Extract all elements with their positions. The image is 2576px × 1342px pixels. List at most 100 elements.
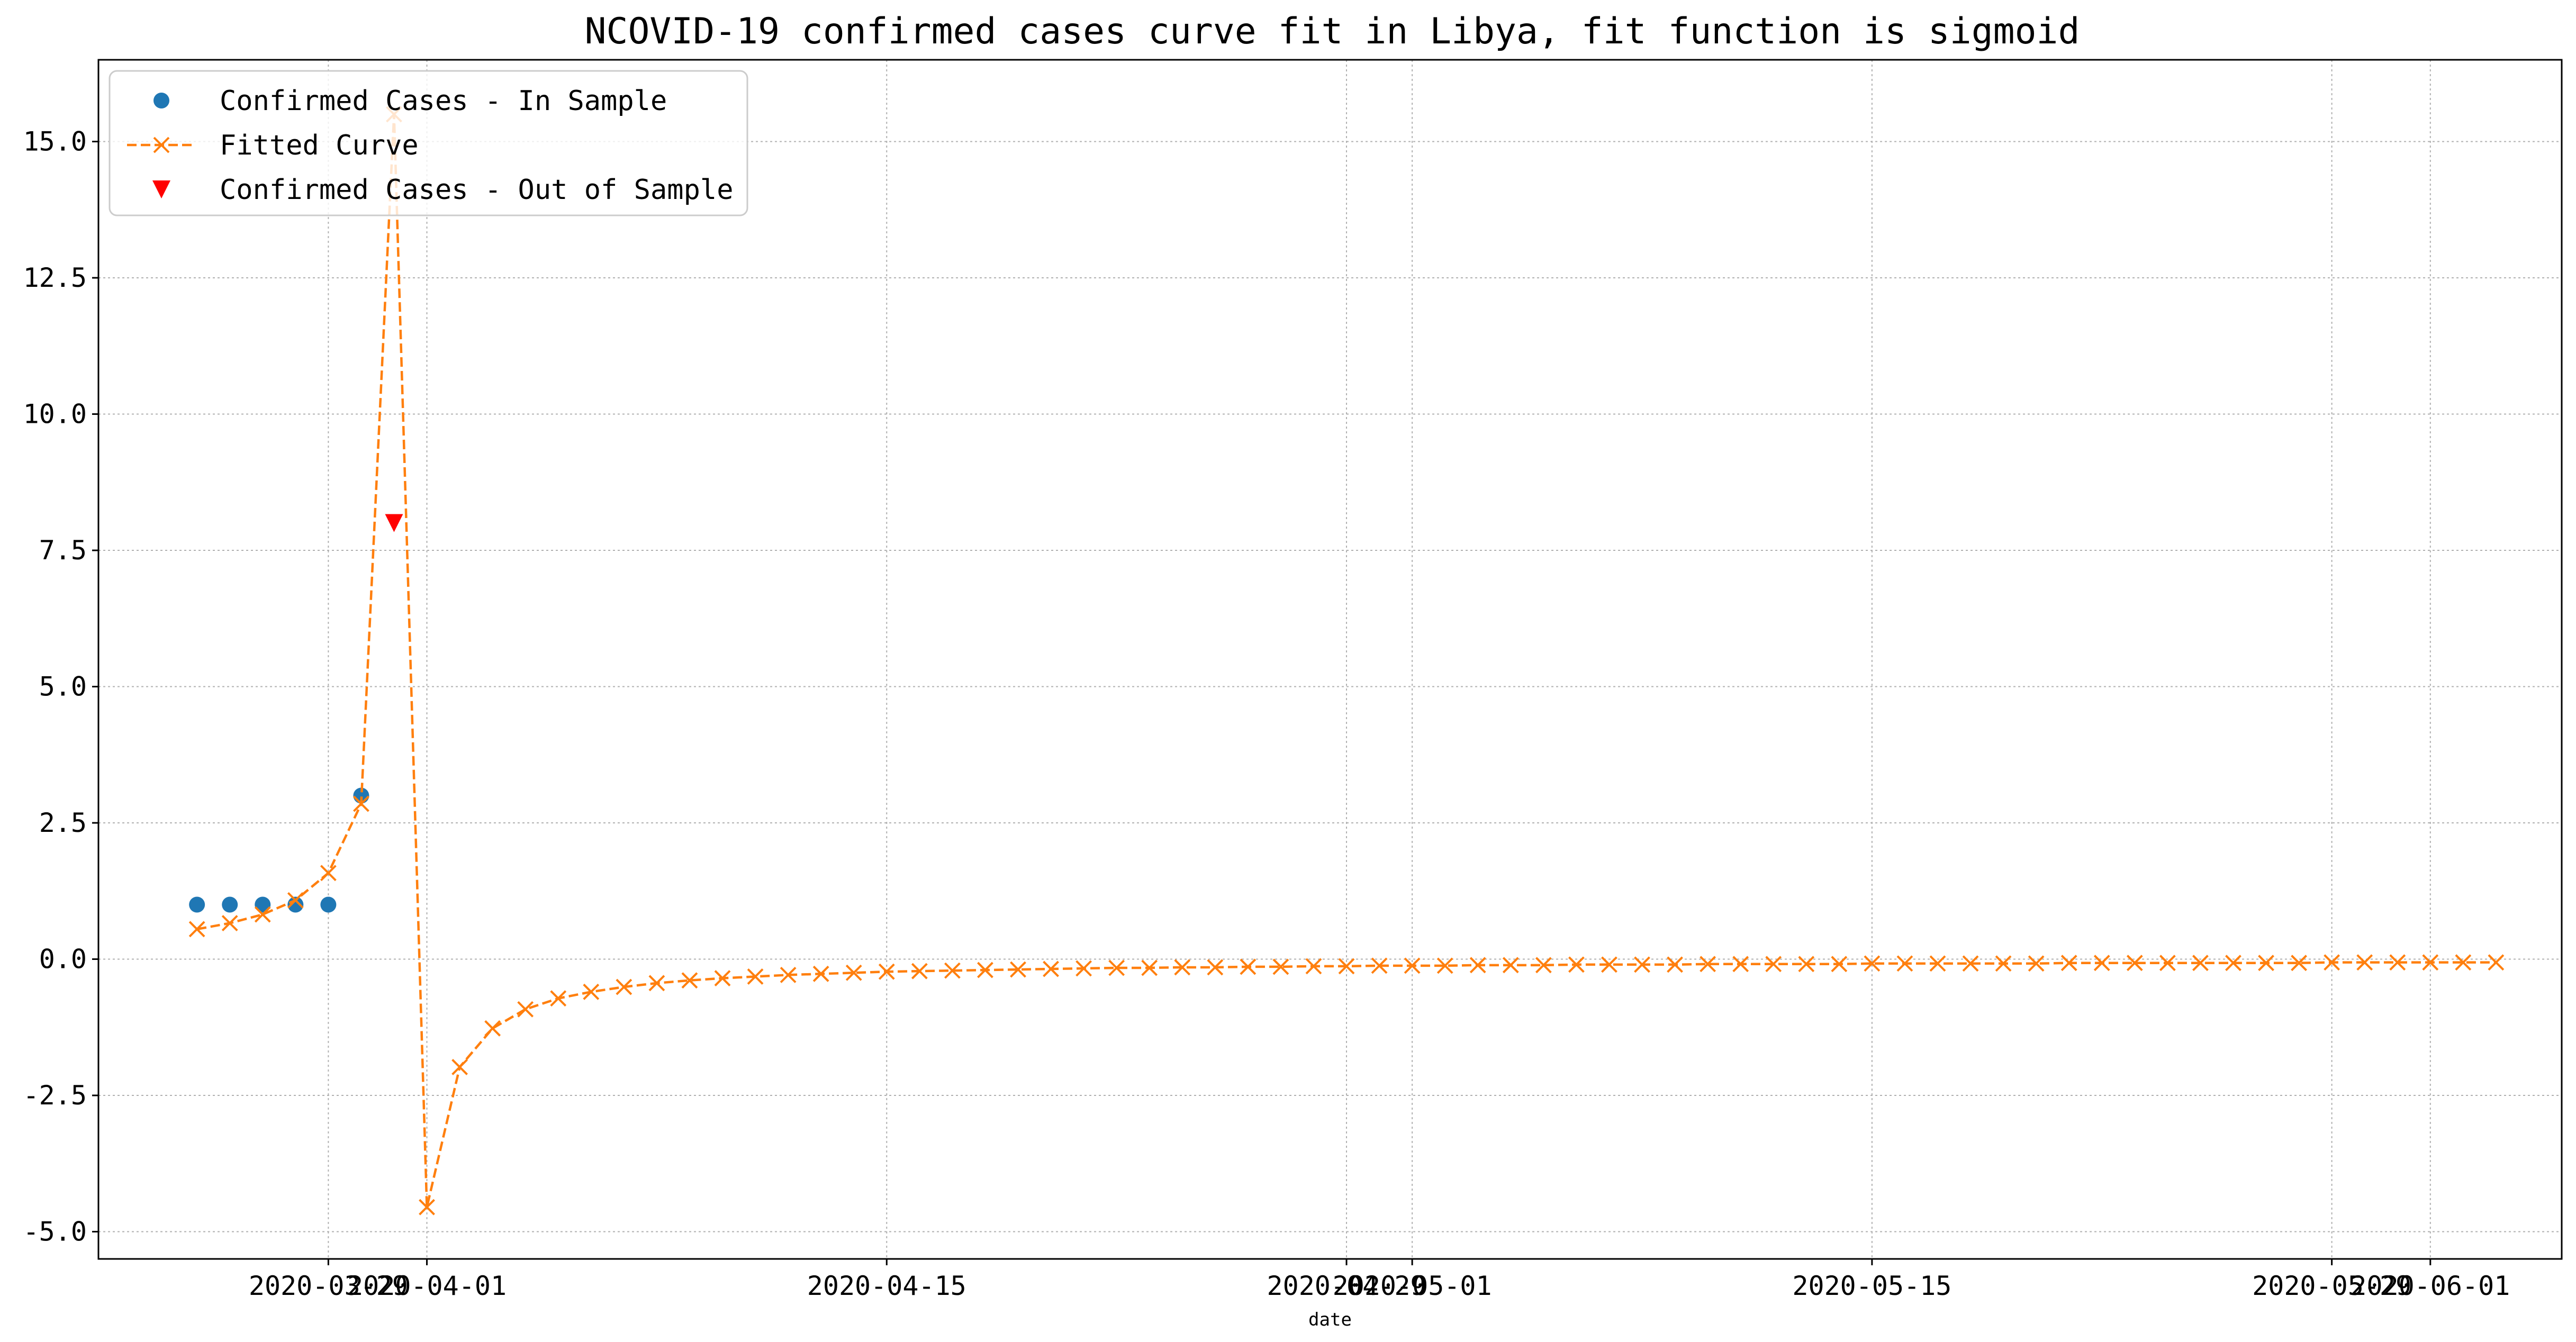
in-sample-point [320, 896, 337, 913]
x-marker-stroke [254, 906, 271, 923]
fitted-curve-point [1010, 961, 1026, 978]
x-marker-stroke [2192, 955, 2209, 972]
series-1 [188, 106, 2505, 1216]
fitted-curve-point [550, 990, 567, 1007]
fitted-curve-point [2159, 955, 2176, 972]
fitted-curve-point [1404, 957, 1421, 974]
x-marker-stroke [977, 962, 993, 978]
y-tick-label: -5.0 [23, 1217, 87, 1247]
fitted-curve-point [845, 964, 862, 981]
fitted-curve-point [1732, 956, 1749, 973]
fitted-curve-point [254, 906, 271, 923]
fitted-curve-point [780, 966, 797, 983]
x-tick-label: 2020-05-15 [1792, 1271, 1951, 1301]
x-marker-stroke [1535, 957, 1552, 974]
fitted-curve-point [2389, 954, 2406, 971]
fitted-curve-point [1798, 956, 1815, 973]
fitted-curve-point [1436, 957, 1453, 974]
fitted-curve-point [977, 962, 993, 978]
in-sample-point [255, 896, 271, 913]
x-tick-label: 2020-04-01 [347, 1271, 507, 1301]
legend-item: Confirmed Cases - Out of Sample [152, 174, 734, 206]
fitted-curve-point [2258, 955, 2274, 972]
y-tick-label: 2.5 [39, 808, 87, 838]
series-2 [385, 514, 403, 532]
x-marker-stroke [878, 963, 895, 980]
x-tick-label: 2020-06-01 [2351, 1271, 2510, 1301]
x-marker-stroke [2159, 955, 2176, 972]
fitted-curve-point [1667, 956, 1683, 973]
fitted-curve-point [1700, 956, 1716, 973]
fitted-curve-point [1568, 956, 1585, 973]
x-marker-stroke [616, 978, 632, 995]
fitted-curve-point [1896, 955, 1913, 972]
x-marker-stroke [484, 1020, 501, 1037]
fitted-curve-point [2126, 955, 2143, 972]
fitted-curve-point [287, 892, 304, 909]
fitted-curve-point [2324, 954, 2340, 971]
x-tick-label: 2020-05-01 [1333, 1271, 1492, 1301]
x-marker-stroke [1305, 958, 1322, 975]
chart-title: NCOVID-19 confirmed cases curve fit in L… [585, 11, 2080, 52]
x-marker-stroke [1075, 960, 1092, 977]
fitted-curve-point [1338, 958, 1355, 975]
x-marker-stroke [1831, 956, 1848, 973]
x-marker-stroke [1765, 956, 1782, 973]
out-of-sample-point [385, 514, 403, 532]
fitted-curve-point [1535, 957, 1552, 974]
x-marker-stroke [1469, 957, 1486, 974]
x-axis-label: date [1308, 1309, 1352, 1330]
x-marker-stroke [1700, 956, 1716, 973]
x-marker-stroke [1207, 959, 1224, 976]
fitted-curve-point [484, 1020, 501, 1037]
fitted-curve-point [2356, 954, 2373, 971]
fitted-curve-point [419, 1199, 435, 1216]
fitted-curve-point [2291, 955, 2307, 972]
x-marker-stroke [451, 1059, 468, 1075]
x-marker-stroke [780, 966, 797, 983]
x-marker-stroke [287, 892, 304, 909]
fitted-curve-point [1831, 956, 1848, 973]
x-marker-stroke [1896, 955, 1913, 972]
fitted-curve-point [2488, 954, 2505, 971]
plot-frame [97, 59, 2563, 1260]
x-marker-stroke [648, 975, 665, 992]
fitted-curve-point [353, 795, 369, 812]
x-marker-stroke [681, 972, 698, 989]
legend-item: Fitted Curve [127, 130, 419, 161]
y-tick-label: -2.5 [23, 1080, 87, 1111]
x-marker-stroke [714, 970, 731, 986]
x-marker-stroke [1240, 958, 1257, 975]
legend-label: Fitted Curve [220, 130, 419, 161]
x-marker-stroke [2225, 955, 2241, 972]
y-tick-label: 10.0 [23, 399, 87, 430]
fitted-curve-point [2060, 955, 2077, 972]
x-marker-stroke [188, 921, 205, 938]
x-marker-stroke [1502, 957, 1519, 974]
fitted-curve-point [221, 915, 238, 931]
x-marker-stroke [1404, 957, 1421, 974]
x-marker-stroke [2422, 954, 2439, 971]
legend-marker [152, 180, 170, 198]
x-tick-label: 2020-04-29 [1267, 1271, 1426, 1301]
x-marker-stroke [1798, 956, 1815, 973]
fitted-curve-point [1207, 959, 1224, 976]
legend: Confirmed Cases - In Sample Fitted Curve C… [109, 70, 748, 216]
fitted-curve-point [1765, 956, 1782, 973]
x-marker-stroke [2126, 955, 2143, 972]
x-marker-stroke [1601, 956, 1617, 973]
x-tick-label: 2020-05-29 [2252, 1271, 2411, 1301]
x-marker-stroke [353, 795, 369, 812]
fitted-curve-point [911, 963, 928, 980]
fitted-curve-point [1075, 960, 1092, 977]
y-tick-label: 5.0 [39, 672, 87, 702]
fitted-curve-point [1174, 959, 1191, 976]
fitted-curve-point [2422, 954, 2439, 971]
fitted-curve-point [2455, 954, 2472, 971]
x-marker-stroke [2093, 955, 2110, 972]
x-marker-stroke [2258, 955, 2274, 972]
x-marker-stroke [1929, 955, 1946, 972]
x-marker-stroke [1338, 958, 1355, 975]
x-marker-stroke [2028, 955, 2045, 972]
